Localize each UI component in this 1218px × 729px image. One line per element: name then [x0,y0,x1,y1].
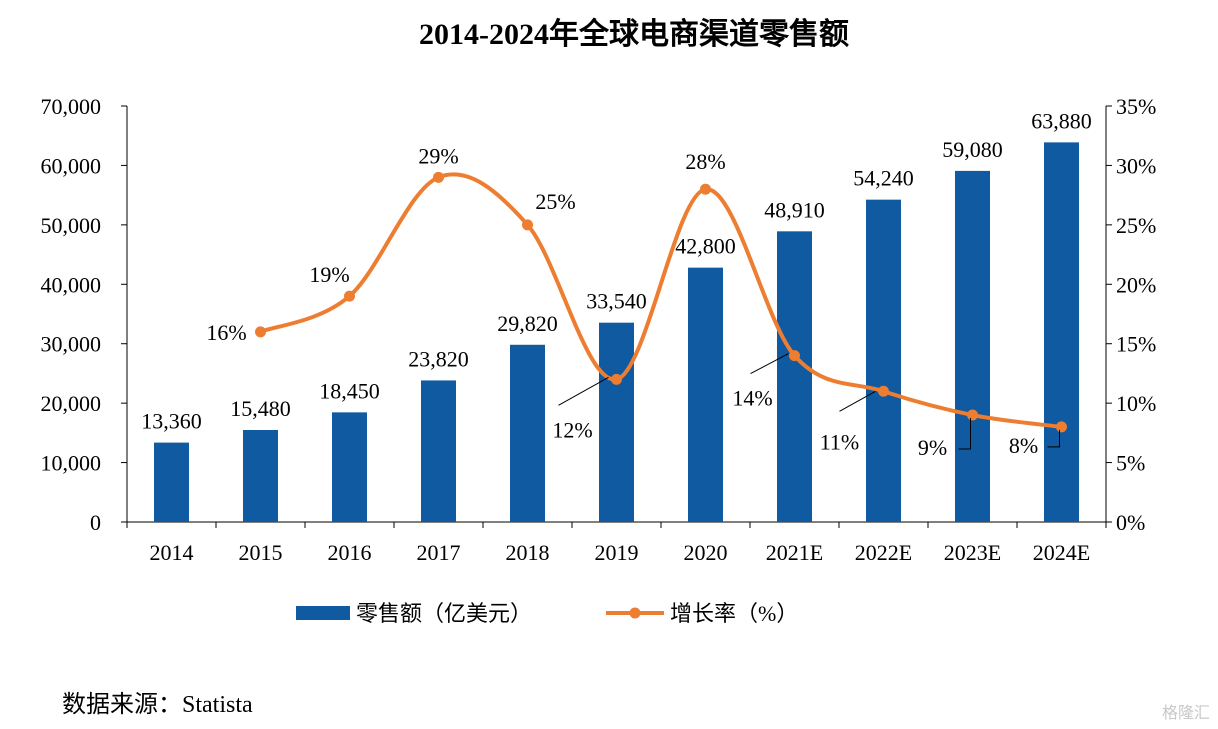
growth-point [878,385,889,397]
x-tick-label: 2022E [855,540,912,565]
bars [154,142,1079,523]
y-left-tick-label: 70,000 [41,94,102,119]
growth-point [611,373,622,385]
label-leader-line [839,390,876,412]
growth-point [522,219,533,231]
bar [866,199,901,522]
y-left-tick-label: 40,000 [41,272,102,297]
bar-value-label: 54,240 [853,166,914,191]
bar-value-label: 18,450 [319,378,380,403]
y-left-tick-label: 30,000 [41,332,102,357]
y-left-tick-label: 0 [90,510,101,535]
y-right-tick-label: 10% [1116,391,1156,416]
growth-value-label: 29% [418,143,458,168]
y-left-tick-label: 60,000 [41,153,102,178]
growth-value-label: 16% [206,320,246,345]
legend-bar-label: 零售额（亿美元） [356,601,532,626]
bar [510,344,545,522]
x-tick-label: 2023E [944,540,1001,565]
y-left-tick-label: 50,000 [41,213,102,238]
chart-title: 2014-2024年全球电商渠道零售额 [419,17,849,51]
bar [243,430,278,522]
growth-point [344,290,355,302]
bar-value-label: 15,480 [230,396,291,421]
bar [421,380,456,522]
source-note: 数据来源：Statista [62,692,253,718]
watermark: 格隆汇 [1161,703,1210,722]
growth-point [789,350,800,362]
growth-value-label: 11% [820,429,860,454]
legend-bar-swatch [296,606,350,620]
bar-value-label: 23,820 [408,346,469,371]
x-tick-label: 2021E [766,540,823,565]
growth-point [433,171,444,183]
bar-value-label: 29,820 [497,311,558,336]
growth-value-label: 25% [535,189,575,214]
bar-value-label: 13,360 [141,409,202,434]
bar-value-label: 42,800 [675,234,736,259]
bar [688,267,723,522]
y-left-tick-label: 10,000 [41,451,102,476]
label-leader-line [1047,429,1060,448]
y-right-tick-label: 30% [1116,153,1156,178]
legend-line-label: 增长率（%） [670,601,798,626]
bar [1044,142,1079,522]
x-tick-label: 2024E [1033,540,1090,565]
y-right-tick-label: 25% [1116,213,1156,238]
bar-value-label: 48,910 [764,197,825,222]
y-right-tick-label: 0% [1116,510,1145,535]
label-leader-line [750,353,789,375]
bar-value-label: 59,080 [942,137,1003,162]
bar [154,442,189,522]
growth-value-label: 9% [918,435,947,460]
growth-point [700,183,711,195]
growth-point [1056,421,1067,433]
y-right-tick-label: 35% [1116,94,1156,119]
x-tick-label: 2018 [506,540,550,565]
growth-point [967,409,978,421]
growth-value-label: 28% [685,149,725,174]
x-tick-label: 2020 [684,540,728,565]
x-tick-label: 2015 [239,540,283,565]
x-tick-label: 2017 [417,540,461,565]
label-leader-line [558,376,609,406]
growth-value-label: 14% [732,386,772,411]
bar [332,412,367,522]
bar [955,170,990,522]
growth-value-label: 19% [309,262,349,287]
x-tick-label: 2016 [328,540,372,565]
label-leader-line [958,418,971,450]
bar [777,231,812,523]
x-tick-label: 2014 [150,540,194,565]
growth-line-path [259,172,1062,429]
x-tick-label: 2019 [595,540,639,565]
bar-value-label: 63,880 [1031,108,1092,133]
y-left-tick-label: 20,000 [41,391,102,416]
axes: 0 10,000 20,000 30,000 40,000 50,000 60,000 70,… [41,94,1157,565]
y-right-tick-label: 15% [1116,332,1156,357]
growth-point [255,326,266,338]
data-labels: 13,360 15,480 18,450 23,820 29,820 33,540 42,8… [141,108,1092,460]
growth-value-label: 8% [1009,433,1038,458]
growth-line [255,171,1067,433]
y-right-tick-label: 5% [1116,451,1145,476]
bar-value-label: 33,540 [586,289,647,314]
legend: 零售额（亿美元） 增长率（%） [296,601,798,626]
bar [599,322,634,522]
legend-line-marker [629,607,641,619]
growth-value-label: 12% [552,417,592,442]
y-right-tick-label: 20% [1116,272,1156,297]
